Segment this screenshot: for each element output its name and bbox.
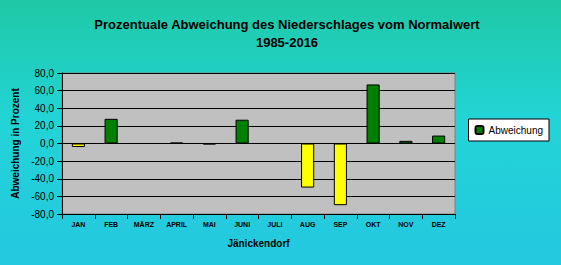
svg-text:0,0: 0,0 [40,138,54,149]
svg-text:JAN: JAN [71,221,85,228]
svg-text:MÄRZ: MÄRZ [134,221,155,228]
svg-text:FEB: FEB [104,221,118,228]
svg-text:-60,0: -60,0 [31,191,54,202]
svg-text:MAI: MAI [203,221,216,228]
svg-text:Jänickendorf: Jänickendorf [227,238,290,249]
svg-text:80,0: 80,0 [35,68,55,79]
svg-text:Prozentuale Abweichung des Nie: Prozentuale Abweichung des Niederschlage… [94,17,480,32]
svg-text:Abweichung in Prozent: Abweichung in Prozent [10,88,21,199]
svg-text:20,0: 20,0 [35,120,55,131]
svg-text:AUG: AUG [300,221,316,228]
svg-text:40,0: 40,0 [35,103,55,114]
svg-text:1985-2016: 1985-2016 [256,35,318,50]
svg-text:-80,0: -80,0 [31,209,54,220]
svg-text:-20,0: -20,0 [31,156,54,167]
svg-text:JULI: JULI [267,221,282,228]
svg-text:DEZ: DEZ [432,221,447,228]
svg-text:APRIL: APRIL [166,221,188,228]
svg-text:NOV: NOV [398,221,414,228]
svg-text:SEP: SEP [333,221,347,228]
svg-text:-40,0: -40,0 [31,173,54,184]
svg-text:JUNI: JUNI [234,221,250,228]
svg-text:Abweichung: Abweichung [489,125,543,136]
svg-text:OKT: OKT [366,221,382,228]
svg-text:60,0: 60,0 [35,85,55,96]
